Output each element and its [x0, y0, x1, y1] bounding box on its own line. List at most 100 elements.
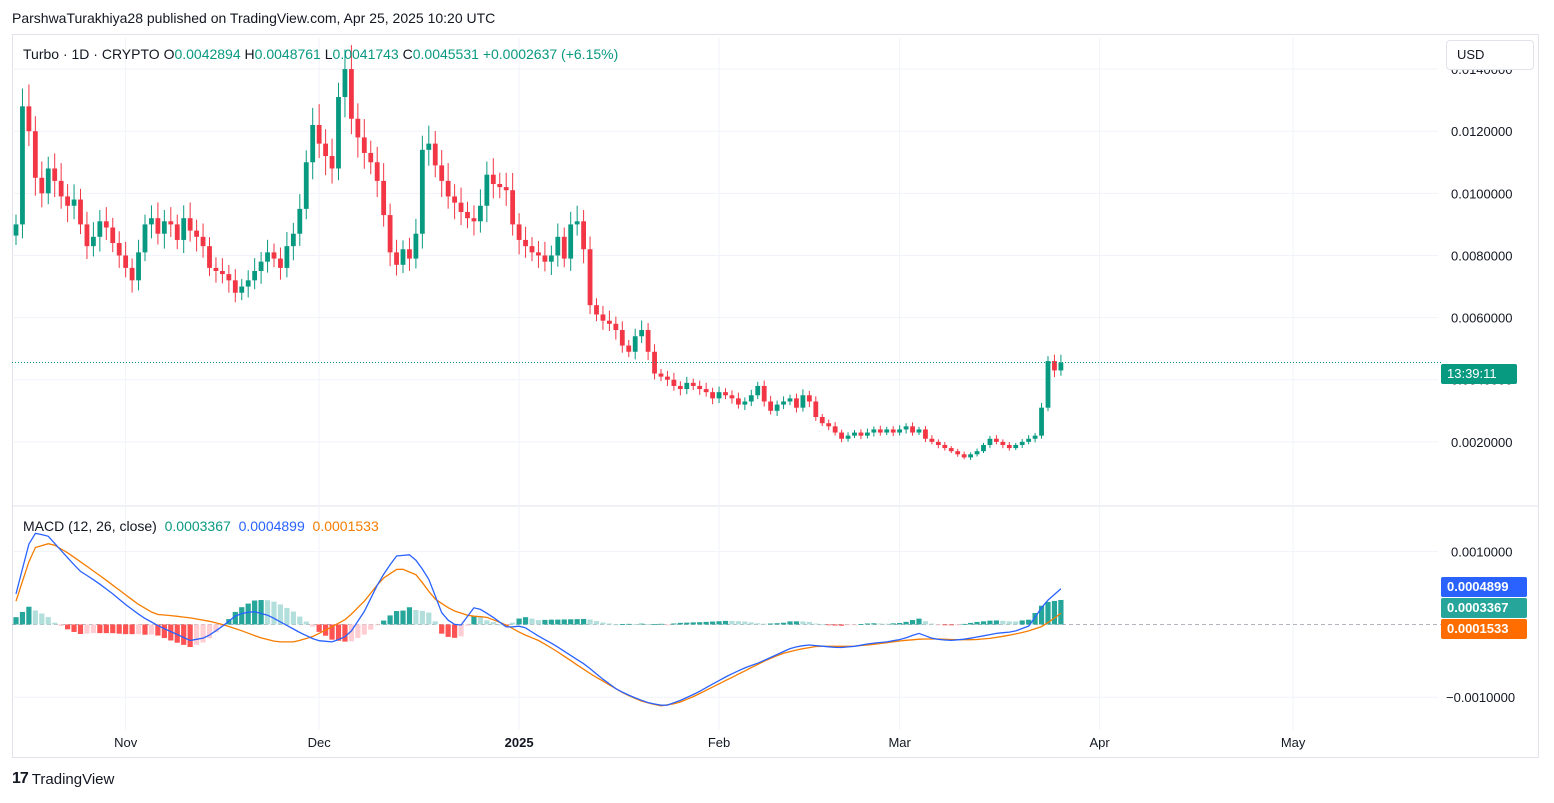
candle-body [84, 224, 90, 247]
macd-histogram-bar [39, 613, 45, 625]
time-tick-label: Apr [1089, 735, 1110, 750]
macd-histogram-bar [277, 604, 284, 625]
macd-histogram-bar [19, 611, 26, 625]
macd-histogram-bar [129, 624, 135, 635]
macd-histogram-bar [974, 621, 980, 625]
macd-hist-value: 0.0003367 [164, 518, 231, 534]
candle-body [884, 429, 890, 433]
macd-line [15, 532, 1062, 706]
macd-histogram-bar [116, 624, 122, 634]
candle-body [645, 330, 651, 352]
macd-histogram-bar [832, 624, 838, 626]
candle-body [845, 435, 851, 439]
candle-body [607, 320, 612, 324]
macd-tick-label: −0.0010000 [1446, 690, 1515, 705]
candle-body [194, 230, 199, 237]
macd-histogram-bar [452, 624, 458, 638]
macd-histogram-bar [722, 620, 729, 625]
macd-histogram-bar [84, 624, 90, 634]
macd-histogram-bar [935, 624, 941, 626]
candle-body [336, 97, 341, 169]
macd-histogram-bar [684, 622, 690, 625]
macd-histogram-bar [1038, 605, 1045, 625]
candle-body [168, 221, 174, 225]
macd-histogram-bar [768, 623, 774, 625]
candle-body [278, 258, 283, 268]
candle-body [529, 246, 535, 253]
macd-histogram-bar [581, 618, 587, 625]
macd-histogram-bar [774, 623, 780, 625]
macd-histogram-bar [271, 601, 277, 625]
macd-histogram-bar [626, 623, 632, 625]
candle-body [806, 395, 812, 402]
candle-body [690, 382, 696, 386]
candle-body [935, 441, 941, 445]
time-tick-label: Dec [308, 735, 332, 750]
macd-title[interactable]: MACD (12, 26, close) [23, 518, 157, 534]
high-value: 0.0048761 [254, 46, 321, 62]
candle-body [736, 398, 741, 405]
macd-histogram-bar [232, 611, 238, 625]
macd-histogram-bar [916, 618, 922, 625]
candle-body [490, 174, 496, 185]
macd-histogram-bar [858, 624, 864, 625]
candle-body [297, 208, 303, 234]
price-tick-label: 0.0100000 [1451, 186, 1512, 201]
time-tick-label: 2025 [505, 735, 534, 750]
candle-body [594, 305, 599, 315]
candle-body [865, 432, 870, 436]
macd-histogram-bar [316, 624, 322, 632]
macd-histogram-bar [755, 623, 761, 625]
candle-body [471, 218, 477, 222]
macd-histogram-bar [52, 622, 58, 625]
time-tick-label: May [1281, 735, 1306, 750]
macd-histogram-bar [426, 612, 432, 625]
candle-body [581, 221, 586, 250]
macd-histogram-bar [161, 624, 167, 639]
macd-histogram-bar [555, 619, 561, 625]
candle-body [110, 227, 116, 244]
macd-histogram-bar [65, 624, 71, 630]
macd-histogram-bar [729, 620, 735, 625]
macd-histogram-bar [987, 620, 993, 625]
close-label: C [402, 46, 413, 62]
macd-legend: MACD (12, 26, close) 0.0003367 0.0004899… [23, 518, 379, 534]
macd-histogram-bar [1000, 620, 1006, 625]
candle-body [632, 336, 638, 352]
candle-body [768, 401, 774, 411]
chart-frame[interactable] [12, 34, 1539, 758]
macd-histogram-bar [703, 621, 709, 625]
macd-histogram-bar [284, 607, 290, 625]
candle-body [1013, 444, 1019, 449]
candle-body [929, 438, 935, 442]
candle-body [142, 224, 148, 253]
candle-body [123, 255, 129, 268]
macd-histogram-bar [355, 624, 361, 638]
macd-hist-tag: 0.0003367 [1441, 598, 1527, 618]
macd-histogram-bar [929, 623, 935, 625]
macd-histogram-bar [800, 621, 806, 625]
currency-selector[interactable]: USD [1446, 40, 1534, 70]
macd-histogram-bar [1045, 601, 1051, 625]
macd-histogram-bar [97, 624, 103, 634]
macd-histogram-bar [522, 617, 529, 625]
low-value: 0.0041743 [332, 46, 399, 62]
macd-histogram-bar [406, 607, 413, 625]
candle-body [13, 224, 19, 236]
macd-histogram-bar [813, 623, 819, 625]
candle-body [548, 255, 554, 262]
macd-histogram-bar [297, 616, 303, 625]
candle-body [452, 196, 457, 203]
candle-body [665, 376, 670, 380]
macd-histogram-bar [239, 607, 245, 625]
candle-body [103, 221, 109, 228]
tradingview-logo[interactable]: 17 TradingView [12, 770, 114, 788]
candle-body [91, 236, 96, 247]
symbol-label[interactable]: Turbo · 1D · CRYPTO [23, 46, 160, 62]
macd-histogram-bar [748, 622, 754, 625]
macd-histogram-bar [329, 624, 335, 640]
candle-body [832, 426, 838, 433]
macd-histogram-bar [574, 619, 580, 625]
macd-histogram-bar [90, 624, 96, 634]
